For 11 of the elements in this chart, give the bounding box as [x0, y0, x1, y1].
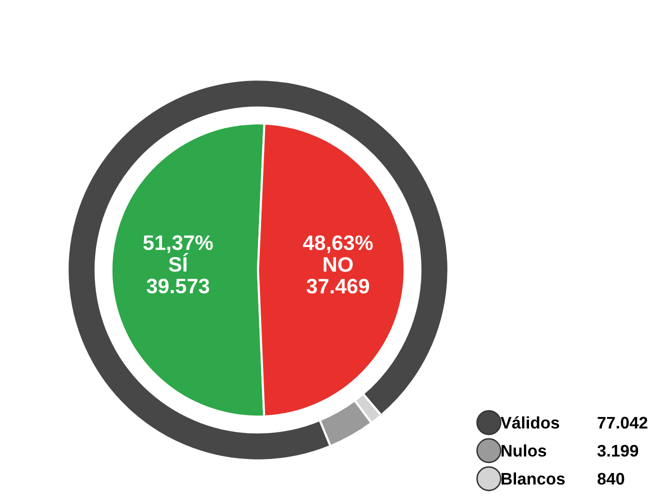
data-label: 3.199 [597, 444, 638, 457]
legend-label: Nulos [502, 444, 546, 457]
legend-label: Blancos [502, 472, 565, 485]
slice-label: NO [324, 257, 353, 272]
data-label: 37.469 [306, 278, 370, 294]
slice-label: SÍ [168, 253, 188, 272]
data-label: 77.042 [598, 416, 648, 429]
text: 48,63% [302, 235, 373, 254]
text: 51,37% [143, 235, 213, 254]
data-label: 840 [598, 472, 624, 485]
data-label: 39.573 [146, 278, 210, 294]
